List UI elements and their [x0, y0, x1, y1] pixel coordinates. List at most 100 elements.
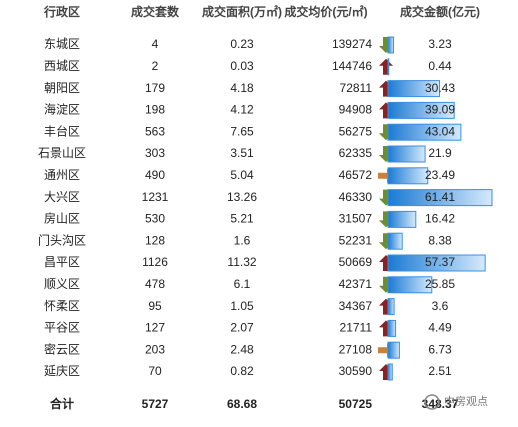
price: 30590: [339, 364, 373, 378]
count: 4: [152, 37, 159, 51]
district: 平谷区: [44, 321, 80, 335]
count: 1126: [142, 255, 168, 269]
header-cell: 成交面积(万㎡): [202, 4, 282, 19]
amount-bar: [387, 276, 433, 294]
amount: 2.51: [428, 364, 452, 378]
count: 530: [145, 212, 165, 226]
area: 1.6: [234, 233, 251, 247]
area: 2.07: [230, 321, 254, 335]
header-cell: 成交均价(元/㎡): [284, 4, 367, 19]
district: 密云区: [44, 341, 80, 356]
area: 68.68: [227, 397, 257, 411]
amount-bar: [387, 363, 393, 381]
district: 海淀区: [44, 102, 80, 117]
amount-bar: [387, 254, 486, 272]
amount-bar: [387, 80, 441, 98]
amount-bar: [387, 36, 394, 54]
district: 昌平区: [44, 255, 80, 269]
count: 128: [145, 233, 165, 247]
district: 延庆区: [44, 364, 80, 378]
district: 顺义区: [44, 277, 80, 291]
price: 94908: [339, 103, 373, 117]
count: 563: [145, 124, 165, 138]
amount-bar: [387, 210, 417, 228]
area: 4.12: [230, 103, 254, 117]
district: 西城区: [44, 59, 80, 73]
price: 46330: [339, 190, 373, 204]
district: 朝阳区: [44, 81, 80, 95]
area: 3.51: [230, 146, 254, 160]
price: 52231: [339, 233, 373, 247]
watermark: 中房观点: [444, 395, 488, 408]
price: 27108: [339, 342, 373, 356]
price: 42371: [339, 277, 373, 291]
count: 179: [145, 81, 165, 95]
count: 478: [145, 277, 165, 291]
count: 1231: [142, 190, 169, 204]
header-cell: 行政区: [43, 4, 80, 19]
area: 11.32: [227, 255, 256, 269]
count: 70: [148, 364, 162, 378]
amount: 6.73: [428, 342, 452, 356]
amount: 3.6: [432, 299, 449, 313]
district: 丰台区: [44, 123, 80, 138]
amount: 23.49: [425, 168, 455, 182]
count: 303: [145, 146, 165, 160]
area: 6.1: [234, 277, 251, 291]
watermark-icon: [424, 394, 440, 410]
amount-bar: [387, 101, 455, 119]
price: 72811: [340, 81, 373, 95]
amount: 21.9: [428, 146, 452, 160]
area: 13.26: [227, 190, 257, 204]
price: 31507: [339, 212, 373, 226]
price: 21711: [340, 321, 373, 335]
amount: 3.23: [428, 37, 452, 51]
header-cell: 成交套数: [131, 4, 180, 19]
amount: 57.37: [425, 255, 455, 269]
amount-bar: [387, 123, 462, 141]
count: 2: [152, 59, 159, 73]
district: 大兴区: [44, 190, 80, 204]
amount: 0.44: [428, 59, 452, 73]
price: 56275: [339, 124, 373, 138]
header-cell: 成交金额(亿元): [400, 4, 480, 19]
count: 95: [148, 299, 162, 313]
price: 144746: [332, 59, 372, 73]
trend-arrow: [379, 58, 393, 75]
amount-bar: [387, 189, 493, 207]
count: 127: [145, 321, 165, 335]
amount-bar: [387, 58, 390, 76]
price: 50725: [339, 397, 373, 411]
area: 0.82: [230, 364, 254, 378]
district: 合计: [50, 396, 74, 411]
district: 通州区: [44, 168, 80, 182]
count: 5727: [142, 397, 169, 411]
amount-bar: [387, 232, 403, 250]
area: 5.04: [230, 168, 254, 182]
amount-bar: [387, 167, 429, 185]
amount: 30.43: [425, 81, 455, 95]
district: 门头沟区: [38, 232, 86, 247]
area: 1.05: [230, 299, 254, 313]
amount: 39.09: [425, 103, 455, 117]
count: 490: [145, 168, 165, 182]
amount-bar: [387, 298, 395, 316]
price: 34367: [339, 299, 373, 313]
area: 5.21: [230, 212, 254, 226]
area: 0.23: [230, 37, 254, 51]
amount-bar: [387, 341, 400, 359]
district: 石景山区: [38, 146, 86, 160]
count: 203: [145, 342, 165, 356]
amount: 43.04: [425, 124, 455, 138]
amount: 25.85: [425, 277, 455, 291]
amount: 8.38: [428, 233, 452, 247]
area: 7.65: [230, 124, 254, 138]
amount-bar: [387, 319, 397, 337]
district: 东城区: [44, 37, 80, 51]
area: 2.48: [230, 342, 254, 356]
area: 4.18: [230, 81, 254, 95]
amount: 4.49: [428, 321, 452, 335]
amount: 16.42: [425, 212, 455, 226]
district: 房山区: [44, 211, 80, 226]
